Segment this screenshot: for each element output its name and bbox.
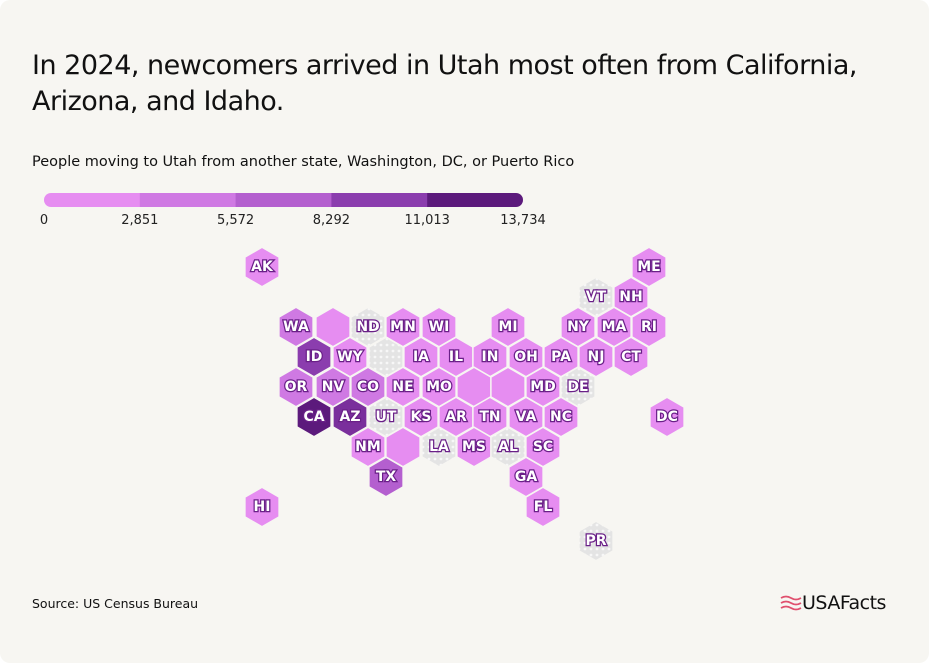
state-hex (350, 426, 386, 468)
state-hex (278, 306, 314, 348)
state-label: LA (429, 439, 449, 455)
state-label: ND (356, 319, 379, 335)
state-label: KS (411, 409, 432, 425)
state-label: AK (251, 259, 274, 275)
state-label: ID (306, 349, 323, 365)
state-hex (631, 246, 667, 288)
legend-label: 0 (40, 213, 48, 228)
state-label: IA (413, 349, 429, 365)
state-hex (350, 366, 386, 408)
state-label: VT (586, 289, 607, 305)
legend-swatch (44, 193, 141, 207)
state-label: VA (516, 409, 537, 425)
state-hex (350, 306, 386, 348)
state-label: PA (551, 349, 571, 365)
legend-swatch (139, 193, 237, 207)
state-label: CA (303, 409, 324, 425)
state-label: IL (449, 349, 463, 365)
state-label: WY (337, 349, 363, 365)
state-hex (244, 486, 280, 528)
legend-label: 5,572 (217, 213, 254, 228)
state-hex (403, 336, 439, 378)
state-label: WA (283, 319, 309, 335)
state-label: IN (482, 349, 499, 365)
state-hex (578, 520, 614, 562)
state-hex (613, 336, 649, 378)
state-hex (525, 486, 561, 528)
state-label: CT (621, 349, 641, 365)
state-label: TN (479, 409, 500, 425)
state-hex (421, 426, 457, 468)
state-label: AR (445, 409, 467, 425)
state-label: CO (357, 379, 379, 395)
state-label: ME (637, 259, 661, 275)
state-label: UT (376, 409, 397, 425)
legend-swatch (331, 193, 428, 207)
state-label: MI (498, 319, 517, 335)
state-label: NH (619, 289, 642, 305)
legend-label: 8,292 (313, 213, 350, 228)
legend-label: 11,013 (404, 213, 450, 228)
logo: USAFacts (780, 592, 886, 614)
state-label: MN (390, 319, 416, 335)
state-hex (543, 396, 579, 438)
state-hex (296, 396, 332, 438)
state-label: MO (426, 379, 452, 395)
state-label: WI (429, 319, 450, 335)
state-label: NE (392, 379, 413, 395)
state-label: NC (550, 409, 572, 425)
state-label: MA (602, 319, 627, 335)
state-hex (631, 306, 667, 348)
legend-label: 13,734 (500, 213, 546, 228)
state-hex (403, 396, 439, 438)
state-hex (244, 246, 280, 288)
state-hex (578, 336, 614, 378)
source: Source: US Census Bureau (32, 596, 199, 611)
logo-flag (780, 595, 802, 611)
state-hex (332, 396, 368, 438)
state-hex (578, 276, 614, 318)
state-label: SC (533, 439, 553, 455)
state-label: NV (322, 379, 345, 395)
state-hex (490, 306, 526, 348)
state-label: PR (585, 533, 606, 549)
state-label: RI (641, 319, 657, 335)
state-label: OH (514, 349, 538, 365)
state-label: FL (534, 499, 553, 515)
state-label: DE (567, 379, 588, 395)
logo-text: USAFacts (802, 592, 886, 614)
legend-swatch (427, 193, 523, 207)
state-label: DC (656, 409, 678, 425)
state-label: AL (498, 439, 518, 455)
state-label: AZ (340, 409, 361, 425)
state-hex (490, 426, 526, 468)
state-hex (490, 366, 526, 408)
title: In 2024, newcomers arrived in Utah most … (32, 50, 857, 117)
state-hex (278, 366, 314, 408)
state-label: NJ (588, 349, 605, 365)
state-hex (368, 456, 404, 498)
state-hex (649, 396, 685, 438)
state-hex (296, 336, 332, 378)
state-label: MS (462, 439, 486, 455)
state-label: GA (515, 469, 537, 485)
state-label: OR (285, 379, 308, 395)
state-label: NM (355, 439, 381, 455)
state-label: NY (567, 319, 590, 335)
state-label: HI (254, 499, 271, 515)
state-label: TX (376, 469, 397, 485)
state-label: MD (530, 379, 556, 395)
legend-label: 2,851 (121, 213, 158, 228)
subtitle: People moving to Utah from another state… (32, 154, 575, 170)
legend-swatch (235, 193, 332, 207)
